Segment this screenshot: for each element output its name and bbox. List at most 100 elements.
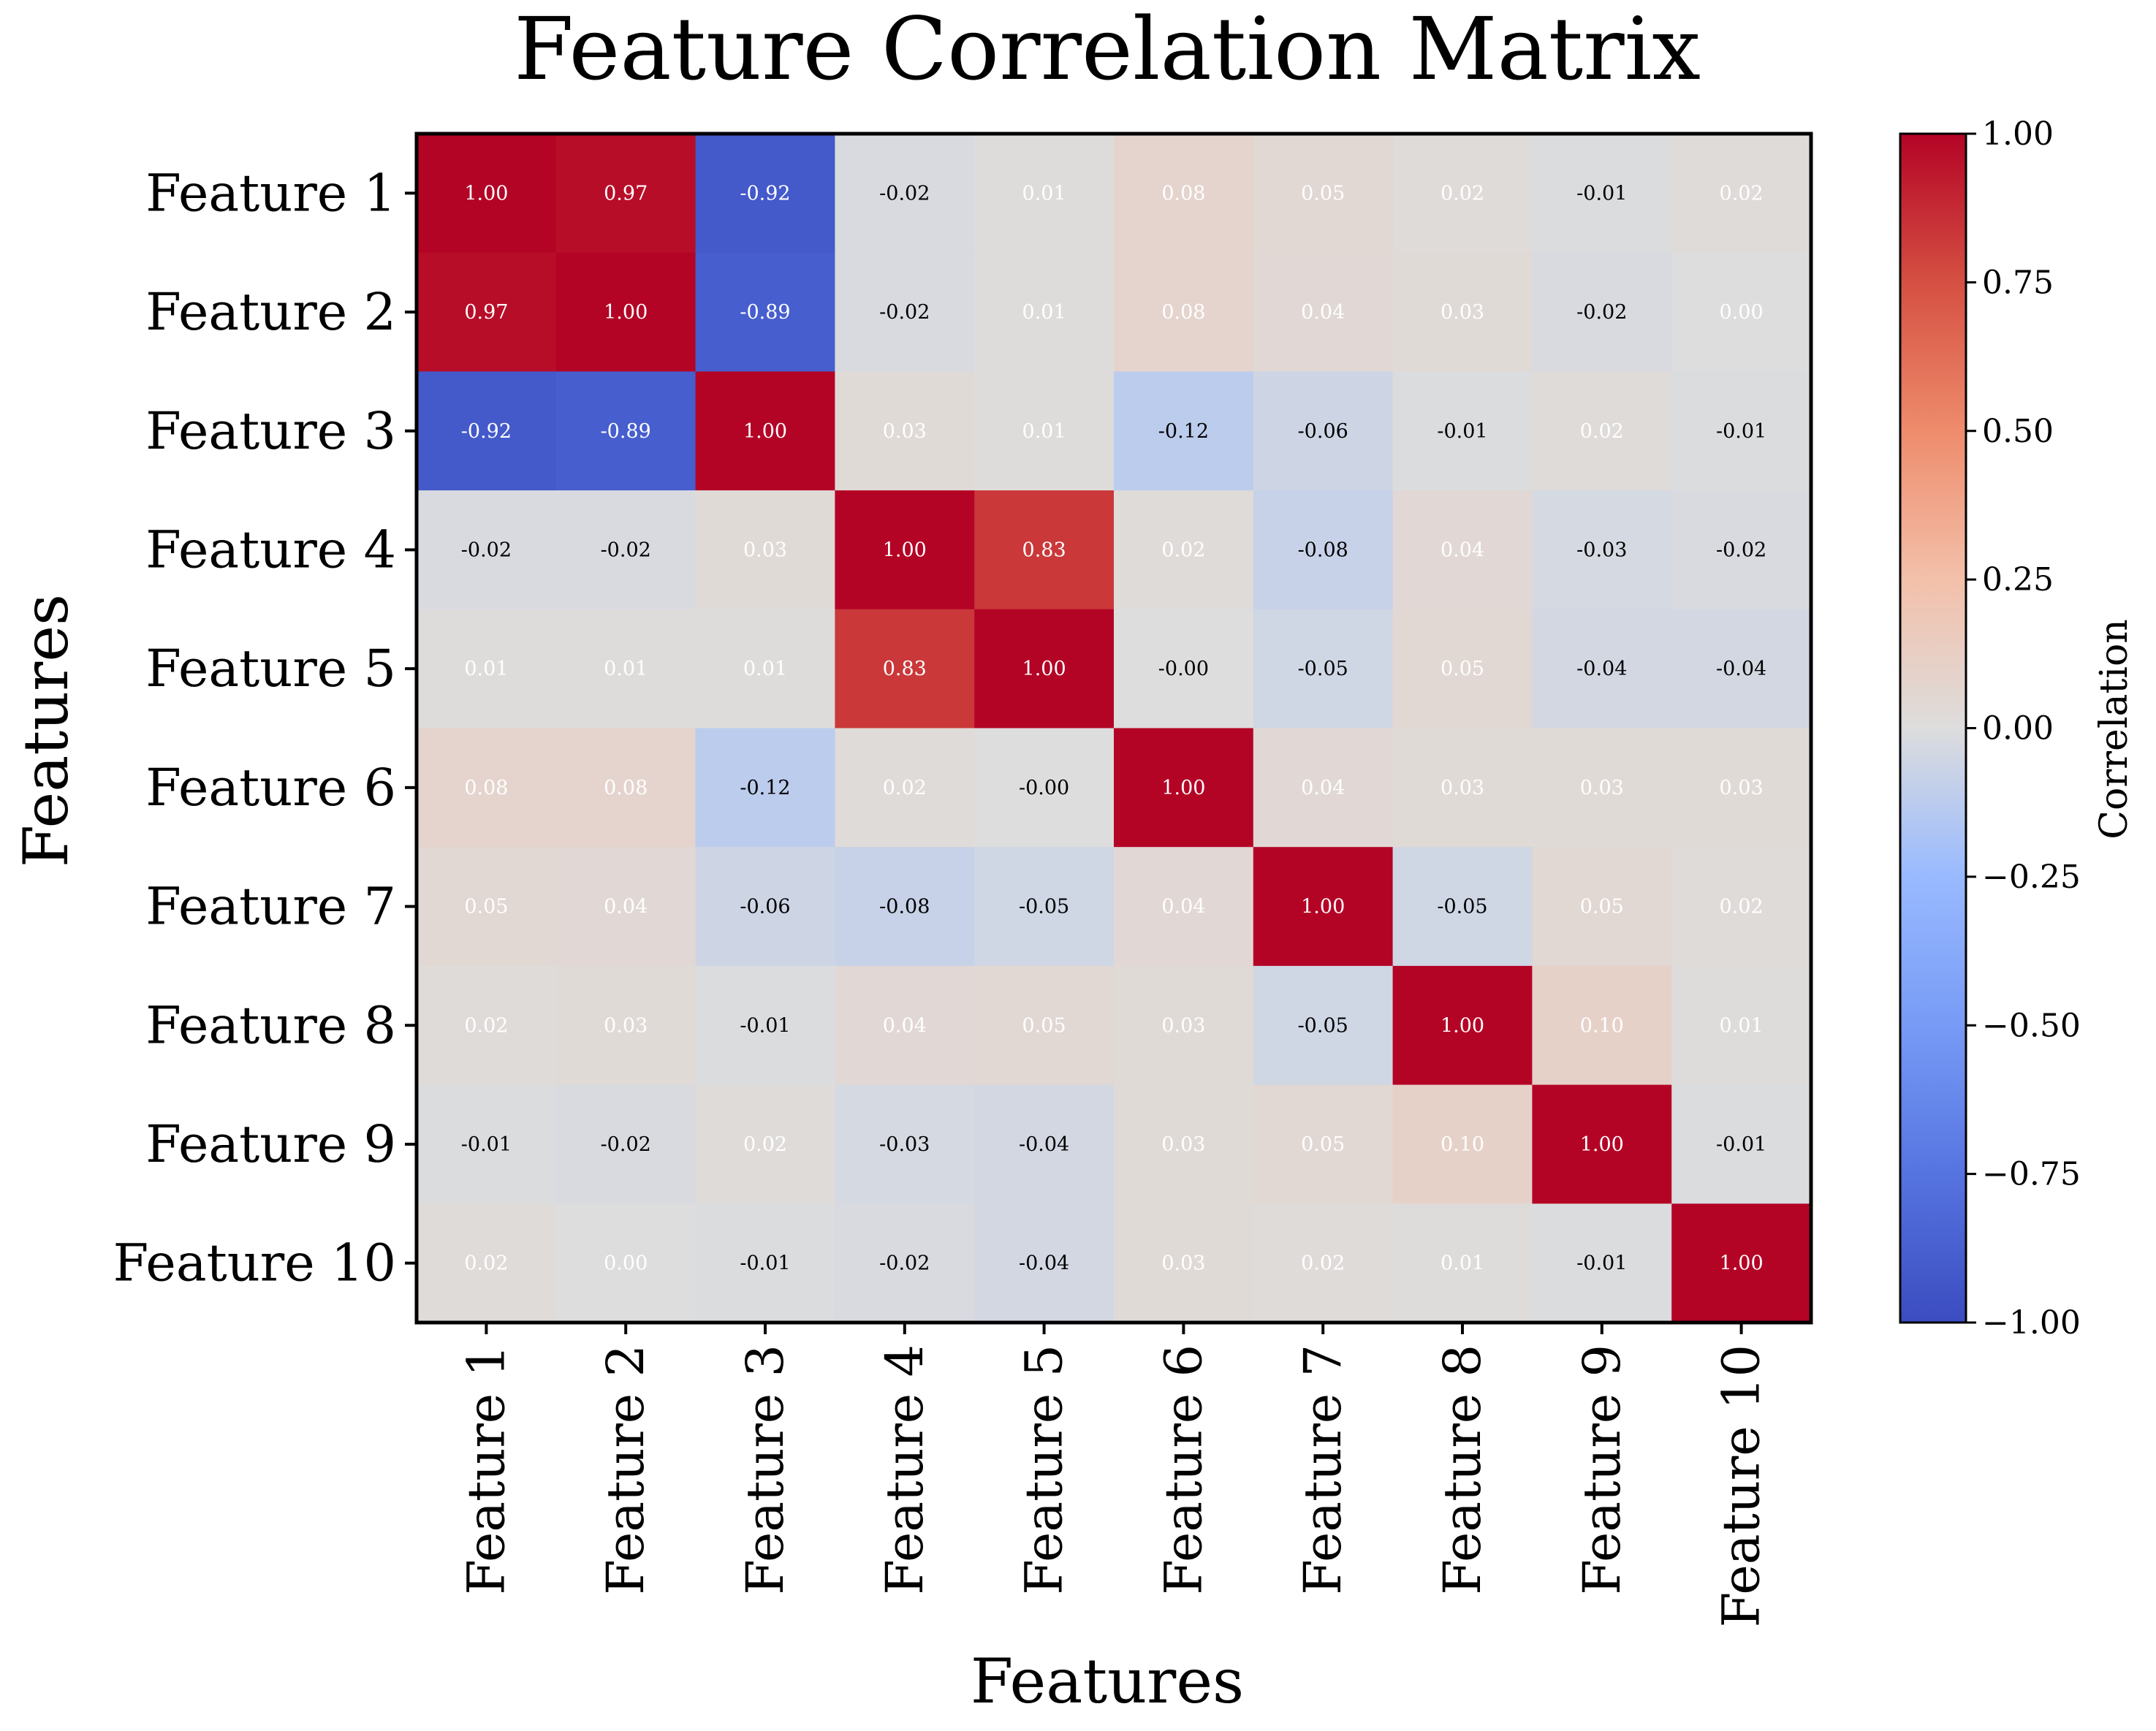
cell-value-label: 0.02 [1720,896,1764,918]
heatmap-cell [1671,371,1812,491]
heatmap-cell [1671,847,1812,967]
cell-value-label: -0.02 [879,182,930,205]
heatmap-cell [835,728,975,848]
cell-value-label: 0.08 [1161,182,1205,205]
heatmap-cell [555,252,696,372]
cell-value-label: -0.02 [1576,301,1627,324]
cell-value-label: 1.00 [1580,1133,1624,1156]
cell-value-label: 0.10 [1580,1014,1624,1037]
heatmap-cell [555,490,696,610]
cell-value-label: 0.97 [604,182,648,205]
colorbar-tick-label: −0.50 [1982,1007,2081,1044]
colorbar-tick-label: −1.00 [1982,1304,2081,1342]
cell-value-label: 0.05 [1301,1133,1345,1156]
heatmap-cell [974,134,1115,254]
cell-value-label: 0.83 [1022,539,1066,561]
heatmap-cell [417,965,557,1086]
heatmap-cell [1253,609,1394,729]
heatmap-cell [1671,728,1812,848]
heatmap-cell [417,252,557,372]
x-axis-label: Features [971,1646,1244,1717]
heatmap-cell [417,134,557,254]
cell-value-label: 1.00 [464,182,508,205]
cell-value-label: 0.08 [1161,301,1205,324]
heatmap-cell [555,728,696,848]
heatmap-cell [695,252,835,372]
cell-value-label: 0.02 [464,1014,508,1037]
cell-value-label: -0.02 [879,301,930,324]
heatmap-cell [974,1203,1115,1323]
cell-value-label: 0.04 [883,1014,927,1037]
cell-value-label: 0.01 [464,658,508,680]
cell-value-label: -0.01 [740,1252,790,1275]
heatmap-cell [1532,1203,1672,1323]
heatmap-cell [1532,609,1672,729]
cell-value-label: -0.03 [1576,539,1627,561]
cell-value-label: 1.00 [883,539,927,561]
colorbar-tick-label: −0.75 [1982,1156,2081,1193]
heatmap-cell [417,1203,557,1323]
cell-value-label: -0.02 [1716,539,1766,561]
heatmap-cell [695,134,835,254]
colorbar-tick-label: 0.00 [1982,710,2054,747]
cell-value-label: -0.04 [1019,1252,1069,1275]
heatmap-cell [1253,1203,1394,1323]
cell-value-label: 0.04 [1161,896,1205,918]
colorbar-tick-label: 1.00 [1982,115,2054,153]
heatmap-cell [555,1203,696,1323]
cell-value-label: 1.00 [604,301,648,324]
heatmap-cell [1671,965,1812,1086]
x-tick-label: Feature 6 [1153,1344,1213,1595]
x-tick-label: Feature 9 [1572,1344,1632,1595]
heatmap-cell [695,847,835,967]
x-axis: Feature 1 Feature 2 Feature 3 Feature 4 Feat… [456,1323,1772,1627]
heatmap-cell [1114,609,1254,729]
cell-value-label: 1.00 [743,420,787,443]
cell-value-label: 0.04 [1301,301,1345,324]
heatmap-cell [1253,134,1394,254]
heatmap-cell [974,252,1115,372]
heatmap-cell-labels: 1.00 0.97 -0.92 -0.02 0.01 0.08 0.05 0.02 -0.01 0… [461,182,1766,1274]
cell-value-label: 0.01 [1022,420,1066,443]
cell-value-label: 0.03 [883,420,927,443]
cell-value-label: -0.06 [740,896,790,918]
cell-value-label: -0.04 [1576,658,1627,680]
heatmap-cell [974,965,1115,1086]
cell-value-label: -0.05 [1019,896,1069,918]
cell-value-label: -0.03 [879,1133,930,1156]
chart-title: Feature Correlation Matrix [514,0,1701,99]
cell-value-label: 0.02 [1720,182,1764,205]
cell-value-label: -0.01 [1576,182,1627,205]
cell-value-label: 1.00 [1441,1014,1484,1037]
cell-value-label: 0.04 [604,896,648,918]
cell-value-label: -0.02 [461,539,512,561]
heatmap-cell [417,371,557,491]
cell-value-label: -0.02 [601,539,651,561]
cell-value-label: 0.01 [1441,1252,1484,1275]
heatmap-cell [417,609,557,729]
heatmap-cell [555,609,696,729]
cell-value-label: -0.06 [1298,420,1348,443]
cell-value-label: 0.01 [1022,182,1066,205]
heatmap-cell [1532,965,1672,1086]
heatmap-cell [1114,371,1254,491]
plot-frame [414,132,1813,1325]
cell-value-label: 1.00 [1301,896,1345,918]
heatmap-cells [417,134,1812,1323]
heatmap-cell [1671,252,1812,372]
cell-value-label: 1.00 [1022,658,1066,680]
heatmap-cell [1532,252,1672,372]
heatmap-cell [974,490,1115,610]
cell-value-label: 0.01 [1022,301,1066,324]
cell-value-label: -0.01 [1716,1133,1766,1156]
cell-value-label: 0.01 [743,658,787,680]
heatmap-cell [695,490,835,610]
heatmap-cell [974,847,1115,967]
colorbar-label: Correlation [2092,619,2136,840]
colorbar-tick-label: 0.75 [1982,264,2054,301]
colorbar [1899,132,1967,1324]
x-tick-label: Feature 2 [596,1344,656,1595]
colorbar-tick-label: −0.25 [1982,859,2081,896]
heatmap-cell [1253,252,1394,372]
